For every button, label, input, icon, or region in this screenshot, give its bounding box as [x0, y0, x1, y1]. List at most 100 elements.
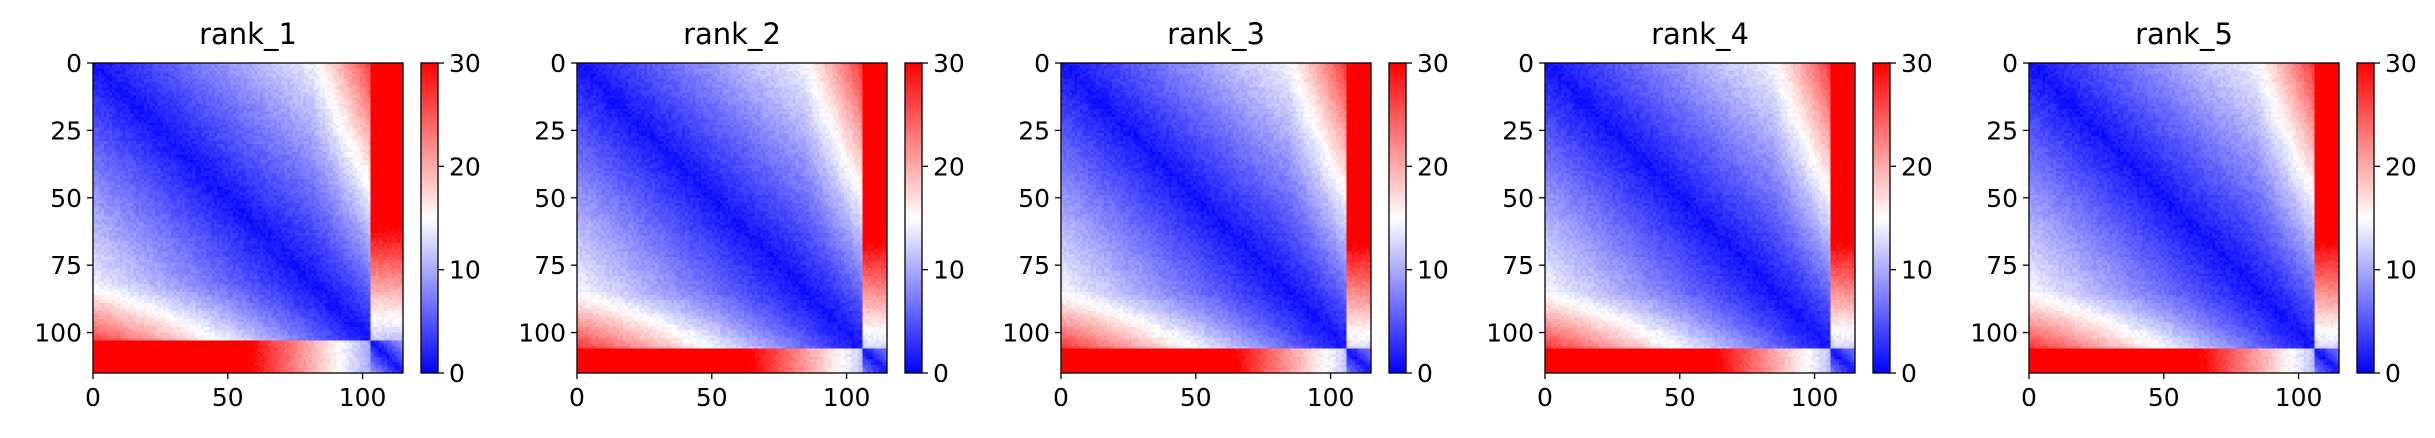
heatmap-cell — [379, 74, 382, 77]
heatmap-cell — [271, 74, 274, 77]
heatmap-cell — [363, 93, 366, 96]
heatmap-cell — [306, 101, 309, 104]
heatmap-cell — [120, 87, 123, 90]
heatmap-cell — [144, 76, 147, 79]
heatmap-cell — [368, 66, 371, 69]
heatmap-cell — [279, 90, 282, 93]
heatmap-cell — [301, 106, 304, 109]
heatmap-cell — [244, 66, 247, 69]
heatmap-cell — [115, 95, 118, 98]
heatmap-cell — [244, 103, 247, 106]
heatmap-cell — [204, 71, 207, 74]
heatmap-cell — [166, 71, 169, 74]
heatmap-cell — [222, 106, 225, 109]
heatmap-cell — [217, 76, 220, 79]
heatmap-cell — [325, 98, 328, 101]
heatmap-cell — [230, 85, 233, 88]
heatmap-cell — [150, 66, 153, 69]
heatmap-cell — [174, 79, 177, 82]
heatmap-cell — [344, 93, 347, 96]
heatmap-cell — [123, 93, 126, 96]
heatmap-cell — [295, 103, 298, 106]
heatmap-cell — [244, 98, 247, 101]
heatmap-cell — [112, 106, 115, 109]
heatmap-cell — [144, 90, 147, 93]
heatmap-cell — [158, 103, 161, 106]
heatmap-cell — [228, 66, 231, 69]
heatmap-cell — [193, 90, 196, 93]
heatmap-cell — [309, 109, 312, 112]
heatmap-cell — [322, 68, 325, 71]
heatmap-cell — [328, 95, 331, 98]
heatmap-cell — [187, 79, 190, 82]
heatmap-cell — [268, 71, 271, 74]
heatmap-cell — [390, 71, 393, 74]
heatmap-cell — [233, 101, 236, 104]
heatmap-cell — [390, 95, 393, 98]
heatmap-cell — [96, 66, 99, 69]
heatmap-cell — [144, 87, 147, 90]
heatmap-cell — [325, 74, 328, 77]
heatmap-cell — [274, 109, 277, 112]
heatmap-cell — [133, 90, 136, 93]
heatmap-cell — [247, 66, 250, 69]
heatmap-cell — [352, 101, 355, 104]
heatmap-cell — [390, 82, 393, 85]
heatmap-cell — [354, 93, 357, 96]
heatmap-cell — [274, 93, 277, 96]
heatmap-cell — [96, 85, 99, 88]
heatmap-cell — [387, 106, 390, 109]
heatmap-cell — [390, 87, 393, 90]
heatmap-cell — [338, 90, 341, 93]
heatmap-cell — [255, 66, 258, 69]
heatmap-cell — [379, 98, 382, 101]
heatmap-cell — [341, 66, 344, 69]
heatmap-cell — [271, 66, 274, 69]
heatmap-cell — [152, 103, 155, 106]
heatmap-cell — [330, 98, 333, 101]
heatmap-cell — [133, 101, 136, 104]
heatmap-cell — [279, 87, 282, 90]
heatmap-cell — [371, 93, 374, 96]
heatmap-cell — [395, 71, 398, 74]
heatmap-cell — [233, 68, 236, 71]
heatmap-cell — [368, 68, 371, 71]
heatmap-cell — [379, 76, 382, 79]
heatmap-cell — [317, 74, 320, 77]
heatmap-cell — [276, 93, 279, 96]
heatmap-cell — [125, 90, 128, 93]
heatmap-cell — [381, 76, 384, 79]
heatmap-cell — [341, 74, 344, 77]
heatmap-cell — [360, 95, 363, 98]
heatmap-cell — [195, 93, 198, 96]
heatmap-cell — [322, 93, 325, 96]
heatmap-cell — [311, 85, 314, 88]
heatmap-cell — [357, 93, 360, 96]
heatmap-cell — [244, 106, 247, 109]
heatmap-cell — [104, 79, 107, 82]
heatmap-cell — [395, 95, 398, 98]
heatmap-cell — [131, 85, 134, 88]
heatmap-cell — [357, 90, 360, 93]
heatmap-cell — [144, 71, 147, 74]
heatmap-cell — [330, 87, 333, 90]
heatmap-cell — [341, 101, 344, 104]
heatmap-cell — [131, 101, 134, 104]
heatmap-cell — [344, 76, 347, 79]
heatmap-cell — [257, 82, 260, 85]
heatmap-cell — [260, 103, 263, 106]
heatmap-cell — [363, 66, 366, 69]
heatmap-cell — [368, 82, 371, 85]
heatmap-cell — [120, 106, 123, 109]
heatmap-cell — [174, 109, 177, 112]
heatmap-cell — [263, 76, 266, 79]
heatmap-cell — [158, 87, 161, 90]
heatmap-cell — [282, 93, 285, 96]
heatmap-cell — [109, 76, 112, 79]
heatmap-cell — [328, 98, 331, 101]
heatmap-cell — [306, 109, 309, 112]
heatmap-cell — [279, 76, 282, 79]
heatmap-cell — [376, 74, 379, 77]
heatmap-cells — [93, 63, 403, 373]
heatmap-cell — [360, 106, 363, 109]
